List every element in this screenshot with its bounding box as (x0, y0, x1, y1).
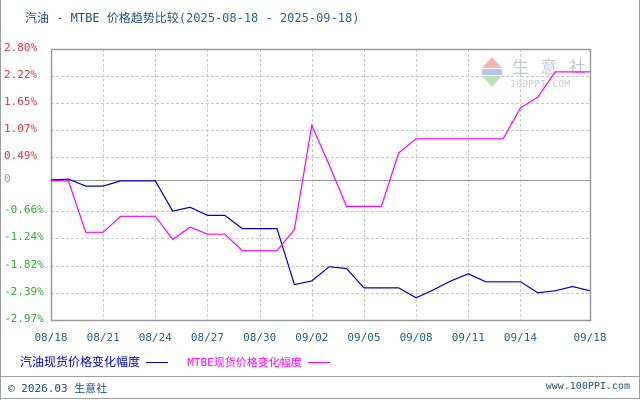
x-tick-label: 08/27 (190, 331, 225, 344)
y-tick-label: 2.80% (4, 41, 38, 54)
watermark-down-arrow-icon (482, 76, 502, 87)
y-tick-label: -1.82% (4, 257, 44, 271)
watermark-up-arrow-icon (482, 57, 502, 68)
series-line-mtbe (51, 71, 590, 252)
x-tick-label: 09/18 (573, 331, 607, 344)
chart-legend: 汽油现货价格变化幅度 MTBE现货价格变化幅度 (20, 353, 342, 370)
legend-item-mtbe: MTBE现货价格变化幅度 (187, 354, 330, 370)
y-tick-label: -0.66% (4, 203, 44, 217)
x-tick-label: 08/30 (243, 331, 277, 344)
svg-text:生 意 社: 生 意 社 (512, 58, 589, 78)
x-tick-label: 09/14 (503, 331, 537, 344)
legend-label-mtbe: MTBE现货价格变化幅度 (187, 356, 302, 369)
watermark-logo: 生 意 社 100PPI.COM (480, 55, 590, 99)
legend-label-gasoline: 汽油现货价格变化幅度 (20, 355, 141, 369)
plot-frame (50, 48, 592, 322)
x-tick-label: 09/11 (451, 331, 485, 344)
y-tick-label: -2.97% (4, 312, 44, 325)
x-tick-label: 09/02 (295, 331, 329, 344)
legend-swatch-mtbe (307, 362, 330, 363)
svg-text:100PPI.COM: 100PPI.COM (510, 79, 570, 90)
y-tick-label: -1.24% (4, 230, 44, 244)
x-tick-label: 09/08 (399, 331, 433, 344)
legend-swatch-gasoline (146, 362, 169, 363)
series-line-gasoline (50, 178, 591, 299)
footer-copyright: © 2026.03 生意社 (8, 382, 108, 395)
x-tick-label: 08/21 (86, 331, 120, 344)
y-tick-label: 1.07% (4, 121, 38, 135)
chart-title: 汽油 - MTBE 价格趋势比较(2025-08-18 - 2025-09-18… (25, 9, 359, 26)
y-tick-label: 2.22% (4, 68, 38, 82)
y-tick-label: 0.49% (4, 149, 38, 163)
footer-divider (0, 376, 640, 377)
y-tick-label: -2.39% (4, 284, 44, 298)
x-tick-label: 08/24 (138, 331, 172, 344)
footer-site-link[interactable]: www.100PPI.com (545, 381, 630, 392)
y-tick-label: 0 (4, 172, 11, 185)
legend-item-gasoline: 汽油现货价格变化幅度 (20, 353, 169, 370)
chart-date-range: (2025-08-18 - 2025-09-18) (178, 11, 360, 25)
y-tick-label: 1.65% (4, 94, 38, 108)
x-tick-label: 08/18 (34, 331, 68, 344)
chart-title-text: 汽油 - MTBE 价格趋势比较 (25, 11, 179, 25)
x-tick-label: 09/05 (347, 331, 381, 344)
